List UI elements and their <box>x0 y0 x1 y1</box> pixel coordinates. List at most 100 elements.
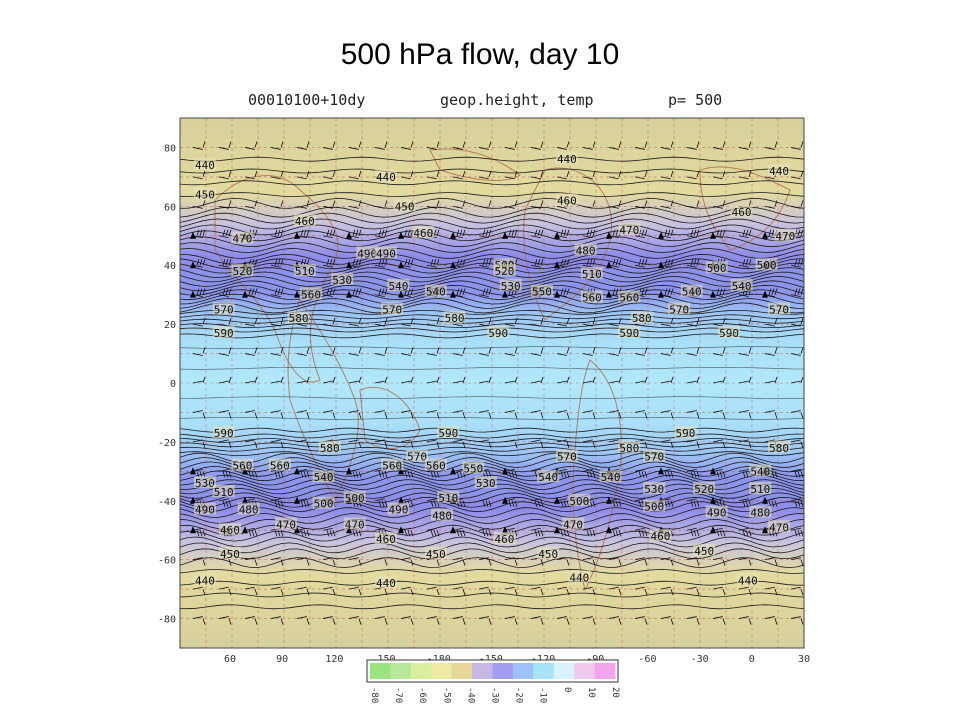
barb-feather <box>670 259 674 266</box>
barb-feather <box>670 559 674 566</box>
wind-barb <box>348 616 362 625</box>
wind-barb <box>294 496 310 507</box>
barb-shaft <box>478 323 489 327</box>
contour-label-bg <box>293 214 316 227</box>
barb-shaft <box>296 353 307 356</box>
barb-feather <box>748 317 752 325</box>
barb-pennant <box>346 261 352 269</box>
barb-feather <box>560 259 564 266</box>
contour-label: 460 <box>557 194 577 207</box>
coastlines <box>214 148 791 592</box>
barb-pennant <box>242 290 248 298</box>
barb-shaft <box>582 205 593 209</box>
wind-barb <box>504 616 518 625</box>
barb-shaft <box>660 410 671 413</box>
barb-feather <box>566 229 570 236</box>
barb-shaft <box>530 380 541 384</box>
wind-barb <box>244 317 258 327</box>
lon-tick-label: 90 <box>276 654 288 665</box>
barb-shaft <box>426 176 437 180</box>
contour-label: 500 <box>757 259 777 272</box>
barb-shaft <box>556 586 567 590</box>
barb-shaft <box>426 323 437 327</box>
barb-shaft <box>374 147 385 150</box>
wind-barb <box>634 410 648 419</box>
barb-feather <box>641 530 645 537</box>
barb-shaft <box>634 235 645 239</box>
wind-barb <box>738 229 752 239</box>
barb-shaft <box>686 410 697 413</box>
barb-feather <box>280 141 284 148</box>
contour-label: 450 <box>538 548 558 561</box>
barb-feather <box>618 200 622 207</box>
wind-barb <box>244 439 258 449</box>
barb-shaft <box>374 235 385 239</box>
barb-feather <box>410 530 414 537</box>
contour-label: 510 <box>214 486 234 499</box>
barb-feather <box>306 588 310 596</box>
barb-shaft <box>712 557 723 561</box>
barb-feather <box>745 471 749 478</box>
barb-shaft <box>504 586 515 590</box>
wind-barb <box>478 317 492 327</box>
contour-line <box>179 437 805 443</box>
barb-feather <box>326 229 330 236</box>
wind-barb <box>710 467 726 478</box>
wind-barb <box>608 557 622 566</box>
wind-barb <box>450 288 466 298</box>
contour-label: 440 <box>769 165 789 178</box>
colorbar-tick-label: 20 <box>610 687 620 698</box>
wind-barb <box>400 410 414 419</box>
barb-feather <box>722 141 726 148</box>
barb-shaft <box>790 468 801 472</box>
wind-barb <box>294 526 310 537</box>
wind-barb <box>556 376 570 384</box>
barb-feather <box>436 530 440 537</box>
wind-barb <box>398 526 414 537</box>
colorbar-swatch <box>574 663 596 679</box>
wind-barb <box>582 317 596 327</box>
wind-barb <box>192 200 206 209</box>
barb-pennant <box>190 290 196 298</box>
barb-feather <box>592 229 596 236</box>
barb-feather <box>254 200 258 207</box>
barb-feather <box>202 259 206 266</box>
barb-feather <box>300 530 304 537</box>
wind-barb <box>556 557 570 566</box>
barb-feather <box>797 530 801 537</box>
barb-feather <box>800 141 804 148</box>
wind-barb <box>634 200 648 209</box>
barb-feather <box>303 471 307 478</box>
wind-barb <box>426 141 440 150</box>
wind-barb <box>608 586 622 596</box>
wind-barb <box>348 586 362 596</box>
wind-barb <box>686 259 700 268</box>
wind-barb <box>478 410 492 419</box>
barb-shaft <box>738 616 749 619</box>
wind-barb <box>322 347 336 356</box>
barb-shaft <box>608 380 619 384</box>
barb-feather <box>774 141 778 148</box>
barb-feather <box>254 170 258 178</box>
barb-feather <box>306 618 310 625</box>
wind-barb <box>738 259 752 268</box>
wind-barb <box>504 376 518 384</box>
barb-feather <box>644 347 648 354</box>
barb-feather <box>358 200 362 207</box>
barb-shaft <box>270 616 281 619</box>
contour-label-bg <box>275 517 298 530</box>
barb-feather <box>800 229 804 236</box>
barb-shaft <box>426 616 437 619</box>
wind-barb <box>400 141 414 150</box>
barb-feather <box>696 559 700 566</box>
barb-shaft <box>764 410 775 413</box>
wind-barb <box>660 170 674 180</box>
contour-label: 470 <box>619 224 639 237</box>
barb-feather <box>618 530 622 537</box>
lon-tick-label: -60 <box>638 654 656 665</box>
barb-feather <box>436 471 440 478</box>
wind-barb <box>296 557 310 566</box>
wind-barb <box>634 259 648 268</box>
barb-feather <box>508 229 512 236</box>
contour-label: 440 <box>195 159 215 172</box>
